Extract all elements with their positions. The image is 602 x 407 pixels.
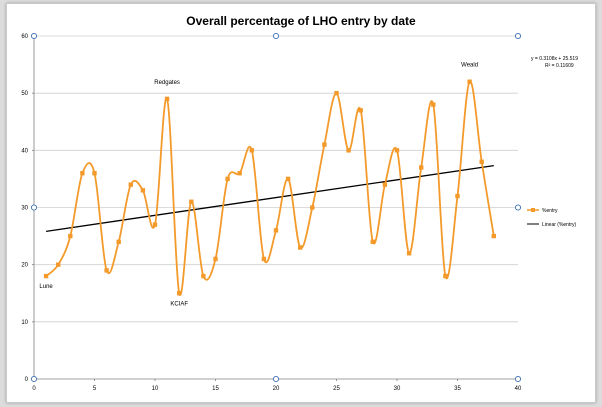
data-point [394, 148, 400, 153]
data-point [177, 291, 182, 296]
data-point [92, 171, 97, 176]
legend-series-marker [531, 208, 535, 212]
data-point [56, 262, 61, 267]
data-point [443, 273, 448, 279]
resize-handle [514, 375, 522, 383]
axes: 0 10 20 30 40 50 60 0 5 10 15 20 25 30 35 40 [21, 34, 522, 392]
chart-title: Overall percentage of LHO entry by date [186, 14, 416, 28]
data-point [140, 188, 146, 193]
annotation-label: Lune [39, 284, 53, 290]
data-point [298, 245, 303, 250]
x-tick-label: 35 [454, 386, 461, 392]
annotations: Lune Redgates KCIAF Weald [39, 63, 478, 308]
data-point [201, 273, 206, 279]
x-tick-label: 15 [212, 386, 219, 392]
resize-handle [514, 204, 522, 211]
series-line [45, 80, 495, 297]
resize-handle [272, 375, 280, 383]
annotation-label: KCIAF [170, 301, 188, 307]
selection-handles [30, 32, 522, 383]
x-tick-label: 10 [152, 386, 159, 392]
trendline [46, 164, 494, 232]
x-tick-label: 40 [515, 386, 522, 392]
y-tick-label: 20 [21, 263, 28, 269]
x-tick-label: 30 [394, 386, 401, 392]
y-tick-label: 0 [25, 377, 29, 383]
data-point [419, 165, 424, 170]
data-point [80, 171, 85, 176]
data-point [116, 239, 121, 244]
data-point [334, 90, 339, 96]
resize-handle [30, 375, 38, 383]
trendline-r2-text: R² = 0.11609 [545, 63, 574, 69]
y-tick-label: 10 [21, 320, 28, 326]
data-point [213, 256, 218, 262]
y-tick-label: 40 [21, 148, 28, 154]
x-tick-label: 25 [333, 386, 340, 392]
data-point [406, 251, 412, 256]
y-tick-label: 50 [21, 91, 28, 97]
data-point [310, 205, 315, 210]
data-point [322, 142, 327, 147]
gridlines [34, 35, 518, 323]
data-point [285, 176, 291, 182]
annotation-label: Weald [461, 63, 478, 69]
data-point [370, 239, 375, 244]
data-point [479, 159, 484, 164]
legend: %entry Linear (%entry) [527, 208, 577, 228]
annotation-label: Redgates [154, 80, 180, 86]
data-point [249, 148, 254, 153]
y-tick-label: 60 [21, 34, 28, 40]
data-point [128, 182, 133, 187]
legend-trendline-label: Linear (%entry) [542, 222, 577, 228]
x-tick-label: 5 [93, 386, 97, 392]
x-tick-label: 0 [32, 386, 36, 392]
data-point [455, 193, 460, 199]
series-layer [43, 79, 496, 297]
data-point [346, 148, 351, 153]
data-point [273, 228, 279, 233]
trendline-equation: y = 0.3108x + 25.519 R² = 0.11609 [531, 56, 578, 69]
data-point [358, 108, 363, 113]
trendline-layer [46, 164, 494, 232]
resize-handle [30, 204, 38, 211]
chart-frame: Overall percentage of LHO entry by date … [6, 3, 596, 403]
data-point [104, 268, 109, 273]
data-point [68, 233, 73, 239]
data-point [237, 171, 242, 176]
x-tick-label: 20 [273, 386, 280, 392]
resize-handle [514, 32, 522, 40]
data-point [431, 102, 436, 107]
data-point [225, 176, 230, 182]
y-tick-label: 30 [21, 206, 28, 212]
chart[interactable]: Overall percentage of LHO entry by date … [7, 4, 595, 402]
resize-handle [272, 32, 280, 40]
data-point [43, 273, 49, 279]
data-point [152, 222, 158, 227]
legend-series-label: %entry [542, 208, 558, 214]
trendline-equation-text: y = 0.3108x + 25.519 [531, 56, 578, 62]
data-point [467, 79, 472, 84]
data-point [189, 199, 194, 204]
data-point [164, 96, 170, 102]
data-point [261, 256, 267, 262]
data-point [382, 182, 388, 187]
resize-handle [30, 32, 38, 40]
data-point [491, 233, 496, 239]
